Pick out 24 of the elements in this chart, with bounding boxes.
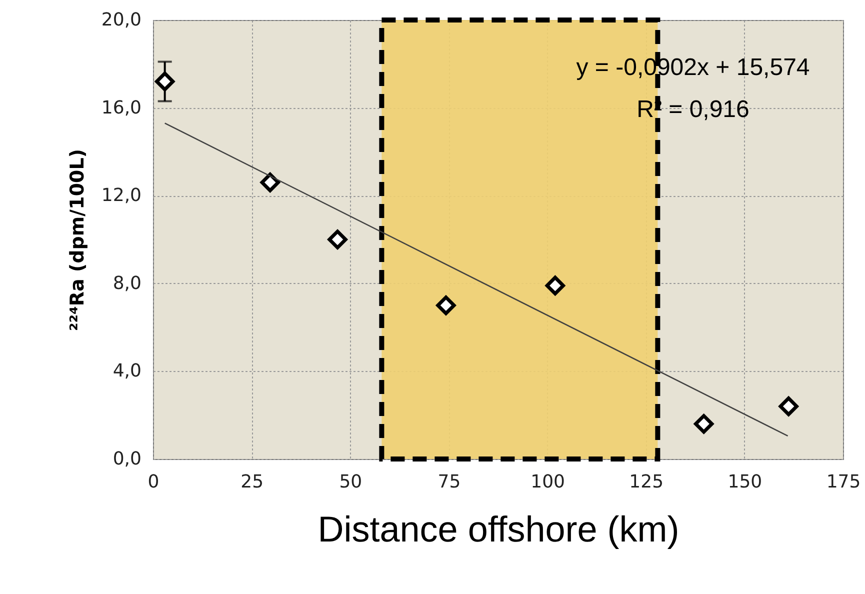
x-tick-label: 75 [438,472,461,492]
y-tick-label: 0,0 [112,448,142,470]
point [545,276,565,296]
point [778,396,798,416]
x-tick-label: 125 [629,472,664,492]
point [155,72,175,92]
y-tick-label: 8,0 [112,272,142,294]
x-tick-label: 150 [728,472,762,492]
y-tick-label: 16,0 [101,97,142,118]
x-tick-label: 100 [530,472,565,492]
y-axis-title: ²²⁴Ra (dpm/100L) [66,148,88,332]
point [328,230,348,250]
point [694,414,714,434]
x-axis-title: Distance offshore (km) [318,508,680,550]
y-tick-label: 20,0 [101,10,142,30]
point [436,296,456,316]
y-tick-label: 12,0 [101,185,142,206]
x-tick-label: 50 [339,472,362,492]
x-tick-label: 25 [240,472,264,492]
x-tick-label: 175 [826,472,861,492]
annotation: y = -0,0902x + 15,574 [576,54,810,81]
point [260,172,280,192]
x-tick-label: 0 [148,472,160,492]
y-tick-label: 4,0 [112,360,142,382]
